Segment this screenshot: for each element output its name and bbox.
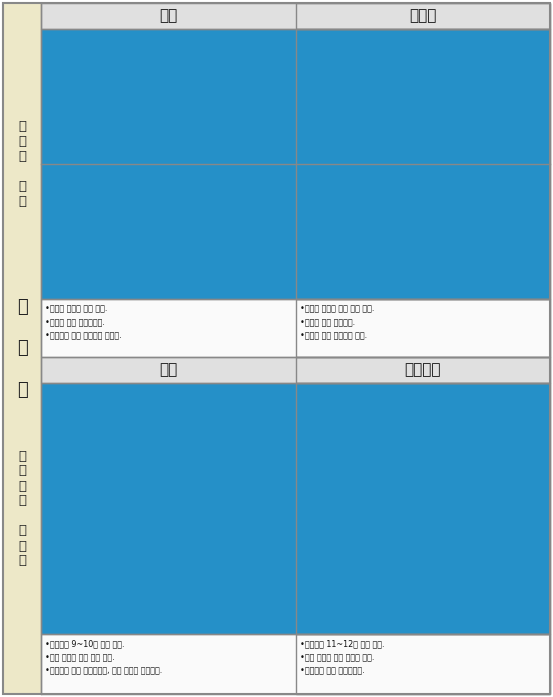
Bar	[295, 29, 550, 299]
Text: 소
고
기

갈
비: 소 고 기 갈 비	[18, 120, 26, 208]
Bar	[295, 299, 550, 357]
Text: 국산: 국산	[159, 362, 178, 378]
Bar	[295, 3, 550, 29]
Text: 스페인산: 스페인산	[404, 362, 441, 378]
Bar	[295, 357, 550, 383]
Bar	[41, 3, 295, 29]
Bar	[41, 299, 550, 357]
Text: •갈비뼈가 11~12개 붙어 있다.
•뼈에 고기가 적고 지방이 많다.
•고기색이 연한 선홍색이다.: •갈비뼈가 11~12개 붙어 있다. •뼈에 고기가 적고 지방이 많다. •…	[300, 639, 384, 676]
Bar	[41, 383, 550, 634]
Bar	[41, 634, 550, 694]
Bar	[41, 383, 550, 634]
Bar	[295, 383, 550, 634]
Text: •갈비에 덧살이 붙어 있다.
•지방의 색이 유백색이다.
•외국산에 비해 갈비뼈가 가늘다.: •갈비에 덧살이 붙어 있다. •지방의 색이 유백색이다. •외국산에 비해 …	[45, 304, 122, 341]
Text: 돼
지
고
기

등
갈
비: 돼 지 고 기 등 갈 비	[18, 450, 26, 567]
Bar	[41, 634, 550, 694]
Bar	[41, 357, 550, 383]
Text: 국산: 국산	[159, 8, 178, 24]
Bar	[295, 3, 550, 29]
Bar	[3, 3, 41, 694]
Text: •갈비에 덧살이 붙어 있지 않다.
•지방의 색이 백색이다.
•국산에 비해 갈비뼈가 굵다.: •갈비에 덧살이 붙어 있지 않다. •지방의 색이 백색이다. •국산에 비해…	[300, 304, 374, 341]
Bar	[295, 357, 550, 383]
Bar	[41, 3, 550, 29]
Bar	[41, 357, 295, 383]
Text: 미국산: 미국산	[409, 8, 436, 24]
Bar	[41, 29, 550, 299]
Bar	[41, 29, 550, 299]
Text: 축

산

물: 축 산 물	[17, 298, 28, 399]
Bar	[295, 634, 550, 694]
Bar	[41, 299, 550, 357]
Text: •갈비뼈가 9~10개 붙어 있다.
•뼈에 고기가 많이 붙어 있다.
•고기색이 진한 선홍색이고, 지방 부위가 흰색이다.: •갈비뼈가 9~10개 붙어 있다. •뼈에 고기가 많이 붙어 있다. •고기…	[45, 639, 162, 676]
